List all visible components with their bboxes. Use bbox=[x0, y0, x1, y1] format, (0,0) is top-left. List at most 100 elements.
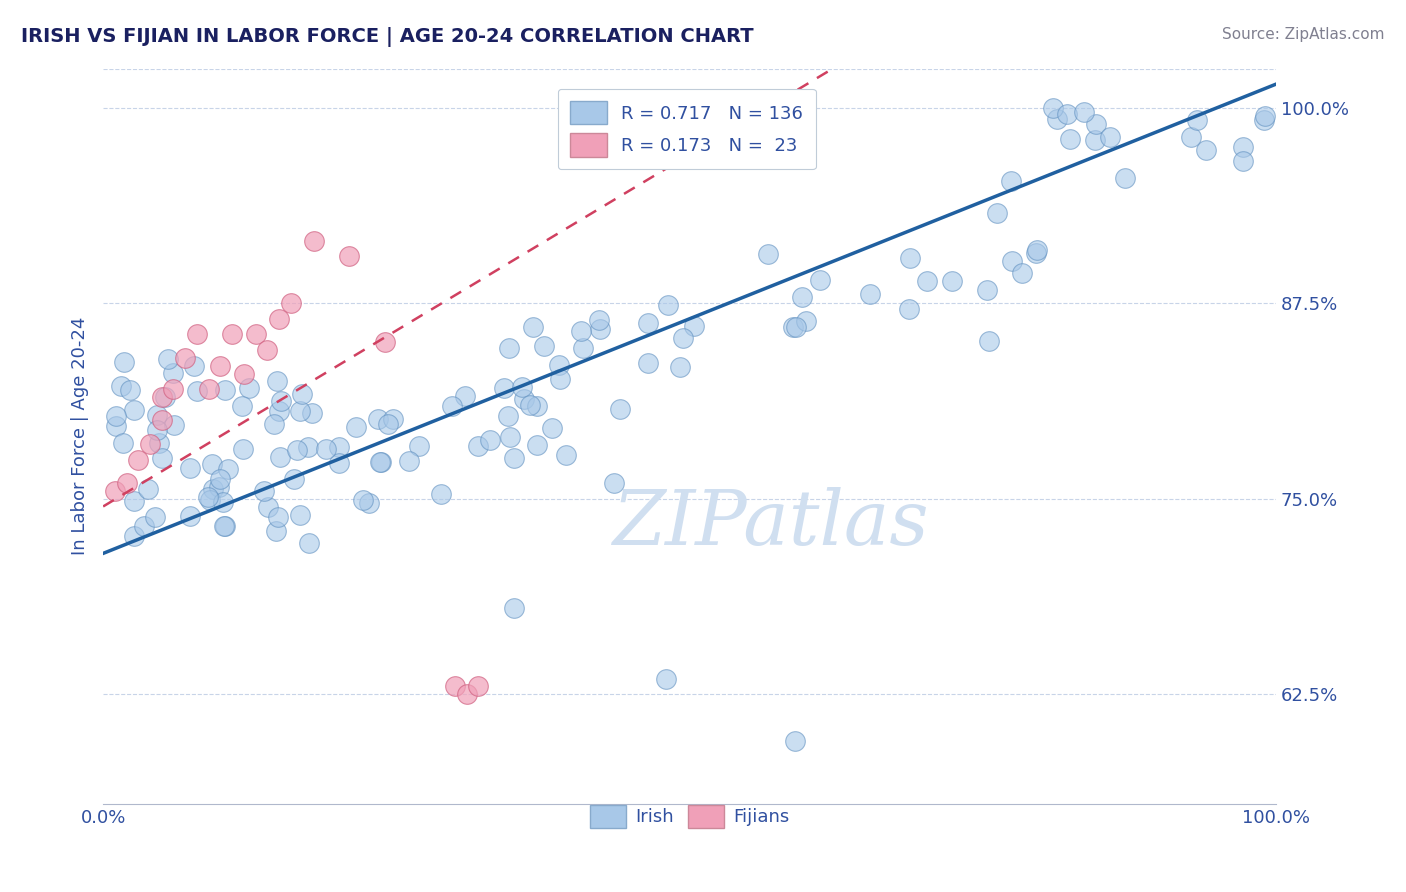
Point bbox=[179, 460, 201, 475]
Point bbox=[238, 381, 260, 395]
Point bbox=[186, 384, 208, 399]
Point bbox=[1254, 109, 1277, 123]
Point bbox=[115, 475, 138, 490]
Point bbox=[253, 483, 276, 498]
Point bbox=[496, 409, 519, 423]
Point bbox=[339, 249, 361, 263]
Point bbox=[1046, 112, 1069, 126]
Legend: Irish, Fijians: Irish, Fijians bbox=[582, 797, 797, 835]
Point bbox=[201, 458, 224, 472]
Point bbox=[382, 411, 405, 425]
Point bbox=[221, 327, 243, 342]
Point bbox=[150, 451, 173, 466]
Point bbox=[541, 420, 564, 434]
Point bbox=[127, 452, 149, 467]
Point bbox=[1114, 171, 1136, 186]
Point bbox=[148, 436, 170, 450]
Point bbox=[263, 417, 285, 431]
Point bbox=[588, 313, 610, 327]
Point bbox=[526, 399, 548, 413]
Point bbox=[112, 355, 135, 369]
Point bbox=[270, 394, 292, 409]
Point bbox=[548, 358, 571, 372]
Point bbox=[139, 437, 162, 451]
Point bbox=[202, 482, 225, 496]
Point bbox=[502, 601, 524, 615]
Point bbox=[156, 351, 179, 366]
Point bbox=[1084, 117, 1107, 131]
Point bbox=[186, 327, 208, 342]
Point bbox=[368, 455, 391, 469]
Point bbox=[672, 331, 695, 345]
Point bbox=[976, 283, 998, 297]
Point bbox=[637, 316, 659, 330]
Point bbox=[756, 247, 779, 261]
Point bbox=[122, 494, 145, 508]
Point bbox=[208, 480, 231, 494]
Point bbox=[208, 472, 231, 486]
Point bbox=[533, 339, 555, 353]
Point bbox=[136, 483, 159, 497]
Point bbox=[1059, 132, 1081, 146]
Point bbox=[370, 455, 392, 469]
Point bbox=[467, 439, 489, 453]
Point bbox=[150, 413, 173, 427]
Point bbox=[790, 290, 813, 304]
Point bbox=[315, 442, 337, 457]
Point bbox=[977, 334, 1000, 348]
Point bbox=[245, 327, 267, 342]
Point bbox=[499, 430, 522, 444]
Point bbox=[214, 519, 236, 533]
Point bbox=[859, 287, 882, 301]
Point bbox=[150, 390, 173, 404]
Point bbox=[105, 409, 128, 423]
Point bbox=[288, 403, 311, 417]
Point bbox=[301, 406, 323, 420]
Point bbox=[232, 367, 254, 381]
Point bbox=[1073, 105, 1095, 120]
Point bbox=[377, 417, 399, 431]
Point bbox=[297, 440, 319, 454]
Point bbox=[526, 438, 548, 452]
Point bbox=[1056, 107, 1078, 121]
Point bbox=[917, 274, 939, 288]
Point bbox=[374, 335, 396, 350]
Point bbox=[183, 359, 205, 373]
Point bbox=[1099, 130, 1122, 145]
Point bbox=[1232, 153, 1254, 168]
Point bbox=[257, 500, 280, 514]
Point bbox=[328, 456, 350, 470]
Point bbox=[1187, 113, 1209, 128]
Point bbox=[344, 419, 367, 434]
Point bbox=[256, 343, 278, 357]
Point bbox=[512, 392, 534, 407]
Point bbox=[1253, 112, 1275, 127]
Point bbox=[269, 450, 291, 465]
Point bbox=[1001, 254, 1024, 268]
Point bbox=[941, 274, 963, 288]
Point bbox=[478, 433, 501, 447]
Point bbox=[132, 518, 155, 533]
Point bbox=[657, 298, 679, 312]
Point bbox=[467, 679, 489, 693]
Point bbox=[162, 382, 184, 396]
Point bbox=[782, 320, 804, 334]
Point bbox=[548, 372, 571, 386]
Point bbox=[291, 387, 314, 401]
Point bbox=[440, 400, 463, 414]
Point bbox=[269, 404, 291, 418]
Point bbox=[162, 366, 184, 380]
Point bbox=[669, 360, 692, 375]
Point bbox=[655, 672, 678, 686]
Point bbox=[572, 341, 595, 355]
Point bbox=[266, 509, 288, 524]
Point bbox=[1026, 244, 1049, 258]
Point bbox=[197, 491, 219, 505]
Point bbox=[217, 461, 239, 475]
Point bbox=[498, 341, 520, 355]
Point bbox=[155, 390, 177, 404]
Point bbox=[302, 234, 325, 248]
Point bbox=[898, 301, 921, 316]
Point bbox=[122, 529, 145, 543]
Point bbox=[112, 436, 135, 450]
